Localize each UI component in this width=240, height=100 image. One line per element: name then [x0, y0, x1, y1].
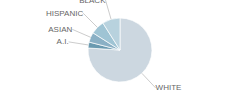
svg-text:BLACK: BLACK — [79, 0, 106, 5]
svg-text:WHITE: WHITE — [156, 83, 182, 92]
svg-text:HISPANIC: HISPANIC — [46, 9, 83, 18]
svg-text:ASIAN: ASIAN — [48, 25, 72, 34]
svg-text:A.I.: A.I. — [57, 37, 69, 46]
